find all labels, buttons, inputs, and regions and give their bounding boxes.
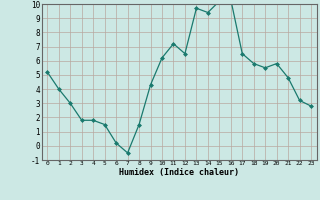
X-axis label: Humidex (Indice chaleur): Humidex (Indice chaleur) xyxy=(119,168,239,177)
